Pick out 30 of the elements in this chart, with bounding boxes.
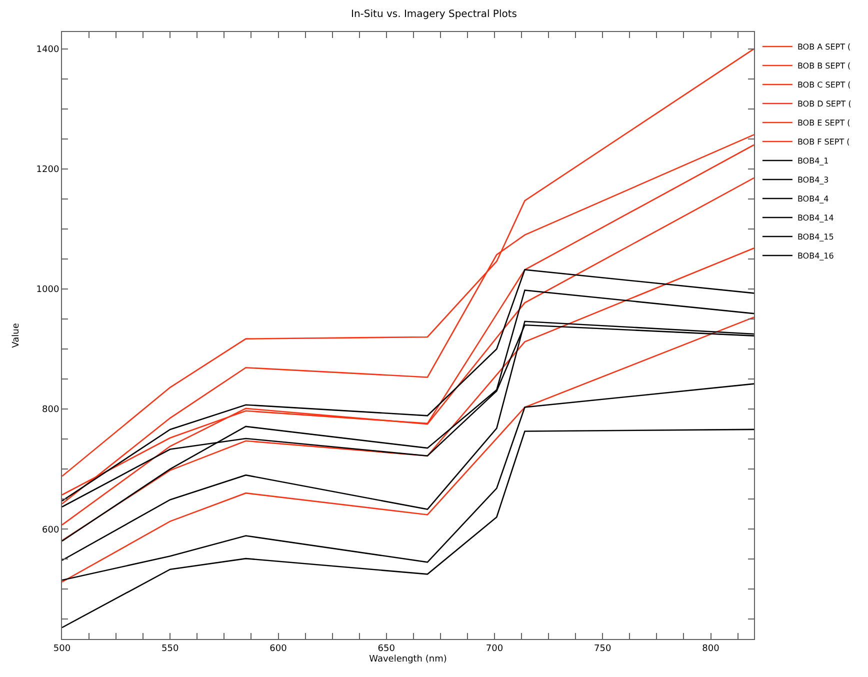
x-tick-label: 750 <box>594 644 612 654</box>
legend-label: BOB4_15 <box>797 232 834 242</box>
legend-label: BOB4_3 <box>797 176 829 185</box>
legend-label: BOB4_14 <box>797 214 834 223</box>
legend-label: BOB4_16 <box>797 252 834 261</box>
line-series <box>62 428 754 628</box>
x-tick-label: 600 <box>270 644 288 654</box>
y-axis-title: Value <box>12 322 22 348</box>
y-tick-label: 1400 <box>36 44 60 55</box>
y-tick-label: 800 <box>42 405 60 416</box>
x-tick-label: 650 <box>378 644 396 654</box>
x-tick-label: 700 <box>486 644 504 654</box>
legend-label: BOB F SEPT ( <box>797 138 850 147</box>
legend-label: BOB B SEPT ( <box>797 62 851 71</box>
legend-label: BOB D SEPT ( <box>797 100 852 109</box>
legend-label: BOB E SEPT ( <box>797 118 850 128</box>
chart-title: In-Situ vs. Imagery Spectral Plots <box>351 9 517 20</box>
y-tick-label: 1200 <box>36 165 60 176</box>
legend-label: BOB A SEPT ( <box>797 42 851 52</box>
legend-label: BOB4_1 <box>797 156 829 166</box>
x-axis-title: Wavelength (nm) <box>369 654 447 665</box>
line-series <box>62 269 754 502</box>
legend-label: BOB C SEPT ( <box>797 80 851 90</box>
y-tick-label: 1000 <box>36 285 60 296</box>
line-series <box>62 383 754 581</box>
x-tick-label: 550 <box>162 644 179 654</box>
legend-label: BOB4_4 <box>797 194 829 204</box>
x-tick-label: 500 <box>53 644 71 654</box>
y-tick-label: 600 <box>42 525 60 536</box>
x-tick-label: 800 <box>702 644 720 654</box>
